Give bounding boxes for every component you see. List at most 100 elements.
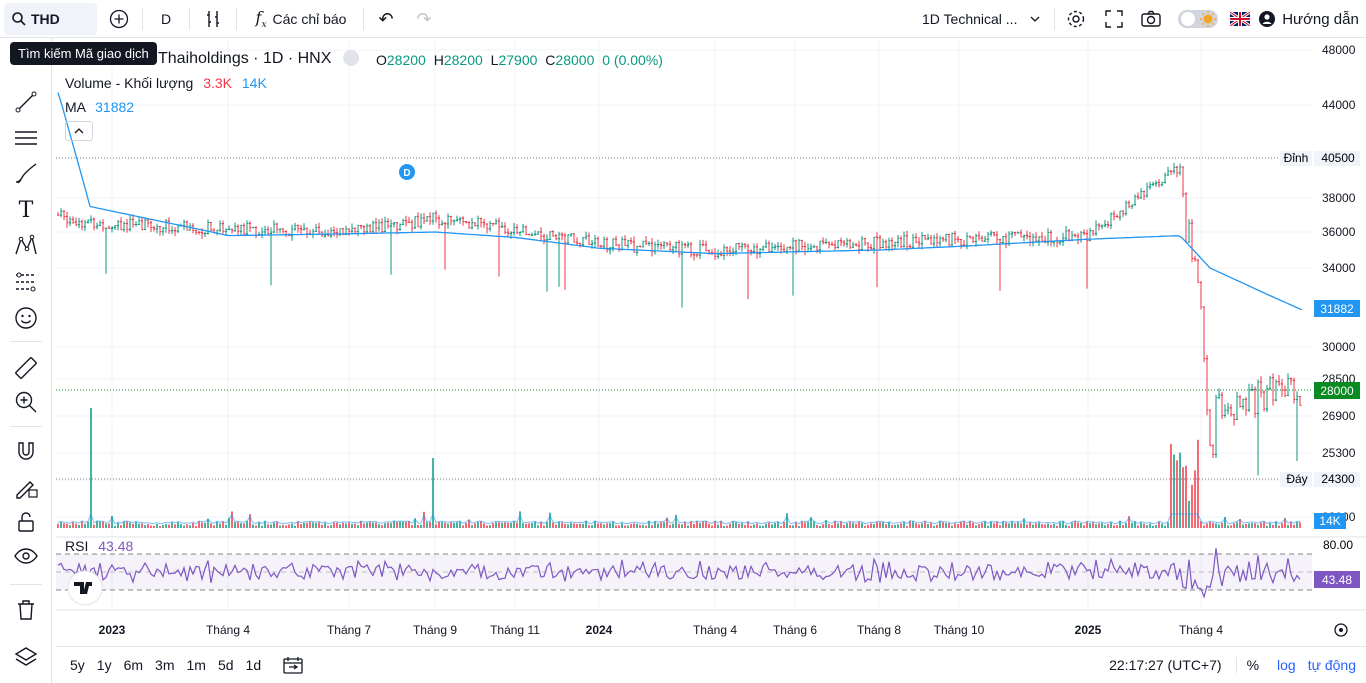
fib-tool[interactable] [12,124,40,152]
volume-bar [927,523,929,528]
emoji-tool[interactable] [12,304,40,332]
volume-bar [972,522,974,528]
price-tick: 26900 [1322,409,1356,423]
log-toggle[interactable]: log [1277,657,1296,673]
volume-bar [639,524,641,528]
volume-bar [750,525,752,528]
range-1m[interactable]: 1m [186,657,206,673]
range-1d[interactable]: 1d [245,657,262,673]
object-tree-button[interactable] [12,643,40,671]
language-button[interactable] [1229,0,1251,38]
volume-bar [1182,467,1184,528]
volume-bar [99,521,101,528]
volume-bar [57,523,59,528]
text-icon: T [18,197,34,223]
volume-bar [1233,523,1235,528]
volume-bar [345,523,347,528]
volume-bar [348,522,350,528]
interval-button[interactable]: D [160,11,172,27]
chart-style-button[interactable] [200,0,226,38]
collapse-legend-button[interactable] [65,121,93,141]
auto-toggle[interactable]: tự động [1307,657,1356,673]
brush-tool[interactable] [12,160,40,188]
volume-bar [876,522,878,528]
layers-icon [14,647,38,666]
compare-button[interactable] [106,0,132,38]
volume-bar [228,517,230,528]
volume-bar [480,521,482,528]
volume-bar [1044,524,1046,528]
range-5y[interactable]: 5y [70,657,85,673]
range-6m[interactable]: 6m [123,657,144,673]
undo-button[interactable]: ↶ [374,0,398,38]
open-value: 28200 [386,52,426,68]
fullscreen-button[interactable] [1101,0,1127,38]
goto-date-button[interactable] [283,656,305,674]
volume-bar [948,523,950,528]
lock-icon [18,512,34,532]
trendline-tool[interactable] [12,88,40,116]
low-label: Đáy [1286,472,1307,486]
theme-toggle[interactable] [1176,0,1220,38]
volume-bar [1074,521,1076,528]
volume-bar [525,523,527,528]
percent-toggle[interactable]: % [1246,657,1260,673]
volume-bar [954,523,956,528]
zoom-tool[interactable] [12,388,40,416]
volume-bar [420,524,422,528]
redo-button[interactable]: ↷ [412,0,436,38]
volume-bar [996,521,998,528]
volume-bar [669,524,671,528]
volume-label: Volume - Khối lượng [65,75,194,91]
lock-all-tool[interactable] [12,508,40,536]
range-1y[interactable]: 1y [96,657,112,673]
close-value: 28000 [555,52,595,68]
prediction-tool[interactable] [12,268,40,296]
volume-bar [804,522,806,528]
volume-bar [963,521,965,528]
legend-toggle[interactable] [343,50,359,66]
volume-bar [375,522,377,528]
lock-drawings-tool[interactable] [12,473,40,501]
volume-bar [78,524,80,528]
delete-drawings-tool[interactable] [12,596,40,624]
time-tick: Tháng 9 [413,623,457,637]
magnet-tool[interactable] [12,438,40,466]
symbol-search-button[interactable]: THD [4,3,97,35]
volume-bar [885,524,887,528]
volume-bar [1206,523,1208,528]
volume-bar [339,524,341,528]
settings-button[interactable] [1063,0,1089,38]
volume-bar [1071,522,1073,528]
volume-bar [1212,522,1214,528]
help-button[interactable]: Hướng dẫn [1256,0,1362,38]
volume-bar [852,522,854,528]
tv-logo[interactable] [67,570,103,606]
low-value: 27900 [498,52,538,68]
range-5d[interactable]: 5d [217,657,234,673]
volume-bar [465,523,467,528]
pattern-tool[interactable] [12,232,40,260]
time-settings-icon[interactable] [1334,623,1348,637]
volume-bar [1218,524,1220,528]
snapshot-button[interactable] [1138,0,1164,38]
search-icon [12,12,26,26]
volume-bar [297,521,299,528]
volume-bar [462,525,464,528]
volume-bar [129,522,131,528]
volume-bar [405,521,407,528]
volume-bar [942,522,944,528]
volume-bar [1203,525,1205,528]
hide-drawings-tool[interactable] [12,542,40,570]
range-3m[interactable]: 3m [155,657,175,673]
volume-bar [1200,521,1202,528]
ruler-tool[interactable] [12,354,40,382]
indicators-button[interactable]: fx Các chỉ báo [248,0,354,38]
layout-select[interactable]: 1D Technical ... [914,0,1048,38]
text-tool[interactable]: T [12,196,40,224]
camera-icon [1141,10,1161,27]
volume-bar [993,523,995,528]
clock[interactable]: 22:17:27 (UTC+7) [1109,657,1237,673]
event-marker[interactable]: D [399,164,415,180]
